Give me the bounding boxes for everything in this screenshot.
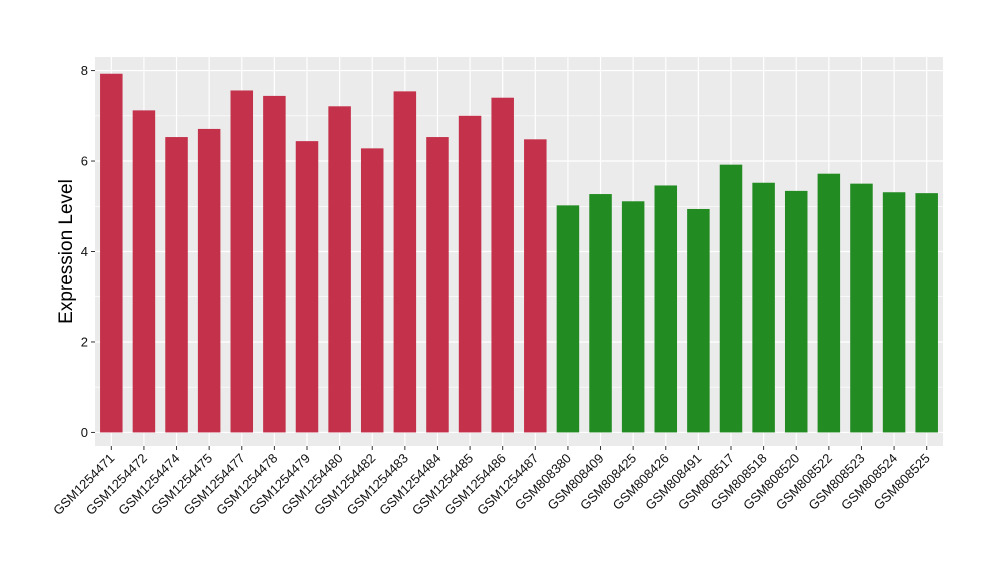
bar-GSM1254486 xyxy=(491,97,514,433)
y-tick-label: 2 xyxy=(81,334,88,349)
y-axis: 0 2 4 6 8 xyxy=(81,63,95,440)
bar-GSM808522 xyxy=(817,173,841,433)
y-tick-label: 4 xyxy=(81,244,88,259)
bar-GSM1254472 xyxy=(132,110,156,433)
bar-GSM1254474 xyxy=(165,137,188,433)
bar-GSM1254487 xyxy=(524,139,547,433)
y-tick-label: 8 xyxy=(81,63,88,78)
bar-GSM808380 xyxy=(556,205,580,433)
y-tick-label: 0 xyxy=(81,425,88,440)
y-tick-label: 6 xyxy=(81,154,88,169)
bar-GSM808426 xyxy=(654,185,678,433)
bar-GSM808523 xyxy=(850,183,873,433)
bar-GSM1254477 xyxy=(230,90,254,433)
bar-GSM808425 xyxy=(621,201,645,433)
y-axis-title: Expression Level xyxy=(56,179,77,324)
bar-GSM1254475 xyxy=(197,128,221,433)
bar-GSM1254482 xyxy=(360,148,384,433)
x-axis: GSM1254471GSM1254472GSM1254474GSM1254475… xyxy=(50,446,933,518)
bar-GSM1254484 xyxy=(426,137,449,433)
bar-GSM1254471 xyxy=(100,73,123,433)
bars xyxy=(100,73,938,433)
bar-GSM808491 xyxy=(687,208,710,433)
bar-GSM1254485 xyxy=(458,115,482,433)
bar-GSM808517 xyxy=(719,164,743,433)
bar-GSM1254480 xyxy=(328,106,351,433)
bar-GSM808525 xyxy=(915,193,938,433)
bar-GSM808518 xyxy=(752,182,775,433)
bar-GSM808409 xyxy=(589,194,612,433)
bar-GSM1254479 xyxy=(295,141,319,433)
bar-GSM808520 xyxy=(784,190,808,433)
bar-GSM1254483 xyxy=(393,91,417,433)
bar-GSM808524 xyxy=(882,192,906,433)
bar-GSM1254478 xyxy=(263,95,286,433)
